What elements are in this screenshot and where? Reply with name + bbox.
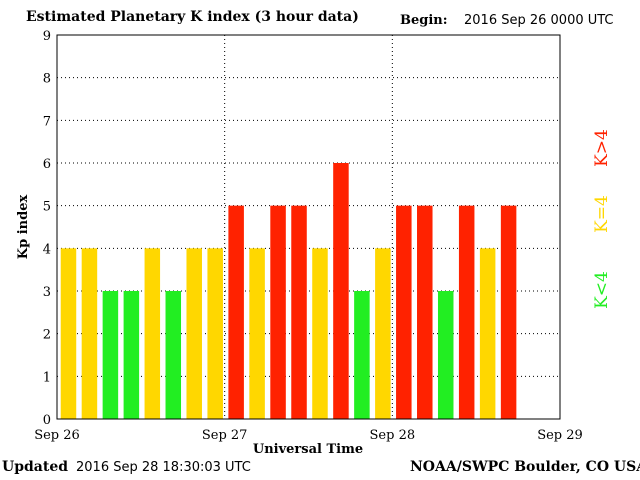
begin-value: 2016 Sep 26 0000 UTC xyxy=(464,13,614,28)
y-tick-label: 6 xyxy=(43,157,51,172)
kp-bar xyxy=(479,248,496,419)
y-tick-label: 5 xyxy=(43,200,51,215)
kp-bar xyxy=(396,205,412,419)
y-tick-label: 3 xyxy=(43,285,51,300)
y-tick-labels: 0 1 2 3 4 5 6 7 8 9 xyxy=(43,29,51,428)
kp-bar xyxy=(375,248,391,419)
bars xyxy=(60,163,517,419)
begin-label: Begin: xyxy=(400,13,448,28)
x-tick-label: Sep 27 xyxy=(202,428,248,443)
legend-item: K=4 xyxy=(592,195,612,233)
x-tick-label: Sep 29 xyxy=(537,428,583,443)
kp-bar xyxy=(60,248,77,419)
x-tick-labels: Sep 26 Sep 27 Sep 28 Sep 29 xyxy=(34,428,583,443)
kp-bar xyxy=(186,248,202,419)
kp-bar xyxy=(291,205,307,419)
grid xyxy=(57,35,560,419)
x-axis-label: Universal Time xyxy=(253,442,363,457)
y-axis-label: Kp index xyxy=(16,195,31,260)
kp-bar xyxy=(228,205,244,419)
legend-item: K>4 xyxy=(592,129,612,167)
y-tick-label: 9 xyxy=(43,29,51,44)
kp-bar xyxy=(500,205,517,419)
plot-frame xyxy=(56,34,561,420)
x-tick-label: Sep 26 xyxy=(34,428,80,443)
kp-bar xyxy=(144,248,161,419)
y-tick-label: 8 xyxy=(43,72,51,87)
kp-bar xyxy=(123,291,140,419)
kp-bar xyxy=(207,248,223,419)
kp-bar xyxy=(270,205,286,419)
y-tick-label: 0 xyxy=(43,413,51,428)
kp-bar xyxy=(333,163,349,419)
x-tick-label: Sep 28 xyxy=(370,428,416,443)
kp-bar xyxy=(417,205,433,419)
kp-bar xyxy=(312,248,328,419)
legend-item: K<4 xyxy=(592,271,612,309)
y-tick-label: 2 xyxy=(43,328,51,343)
y-tick-label: 7 xyxy=(43,114,51,129)
kp-bar xyxy=(249,248,265,419)
updated-value: 2016 Sep 28 18:30:03 UTC xyxy=(76,460,251,475)
chart-title: Estimated Planetary K index (3 hour data… xyxy=(26,9,359,25)
kp-bar xyxy=(437,291,454,419)
kp-bar xyxy=(458,205,475,419)
y-tick-label: 1 xyxy=(43,370,51,385)
kp-bar xyxy=(81,248,98,419)
kp-bar xyxy=(102,291,119,419)
credit-text: NOAA/SWPC Boulder, CO USA xyxy=(410,459,640,475)
y-tick-label: 4 xyxy=(43,242,51,257)
updated-label: Updated xyxy=(2,459,69,475)
legend: K>4 K=4 K<4 xyxy=(592,129,612,309)
kp-bar xyxy=(165,291,182,419)
kp-bar xyxy=(354,291,370,419)
